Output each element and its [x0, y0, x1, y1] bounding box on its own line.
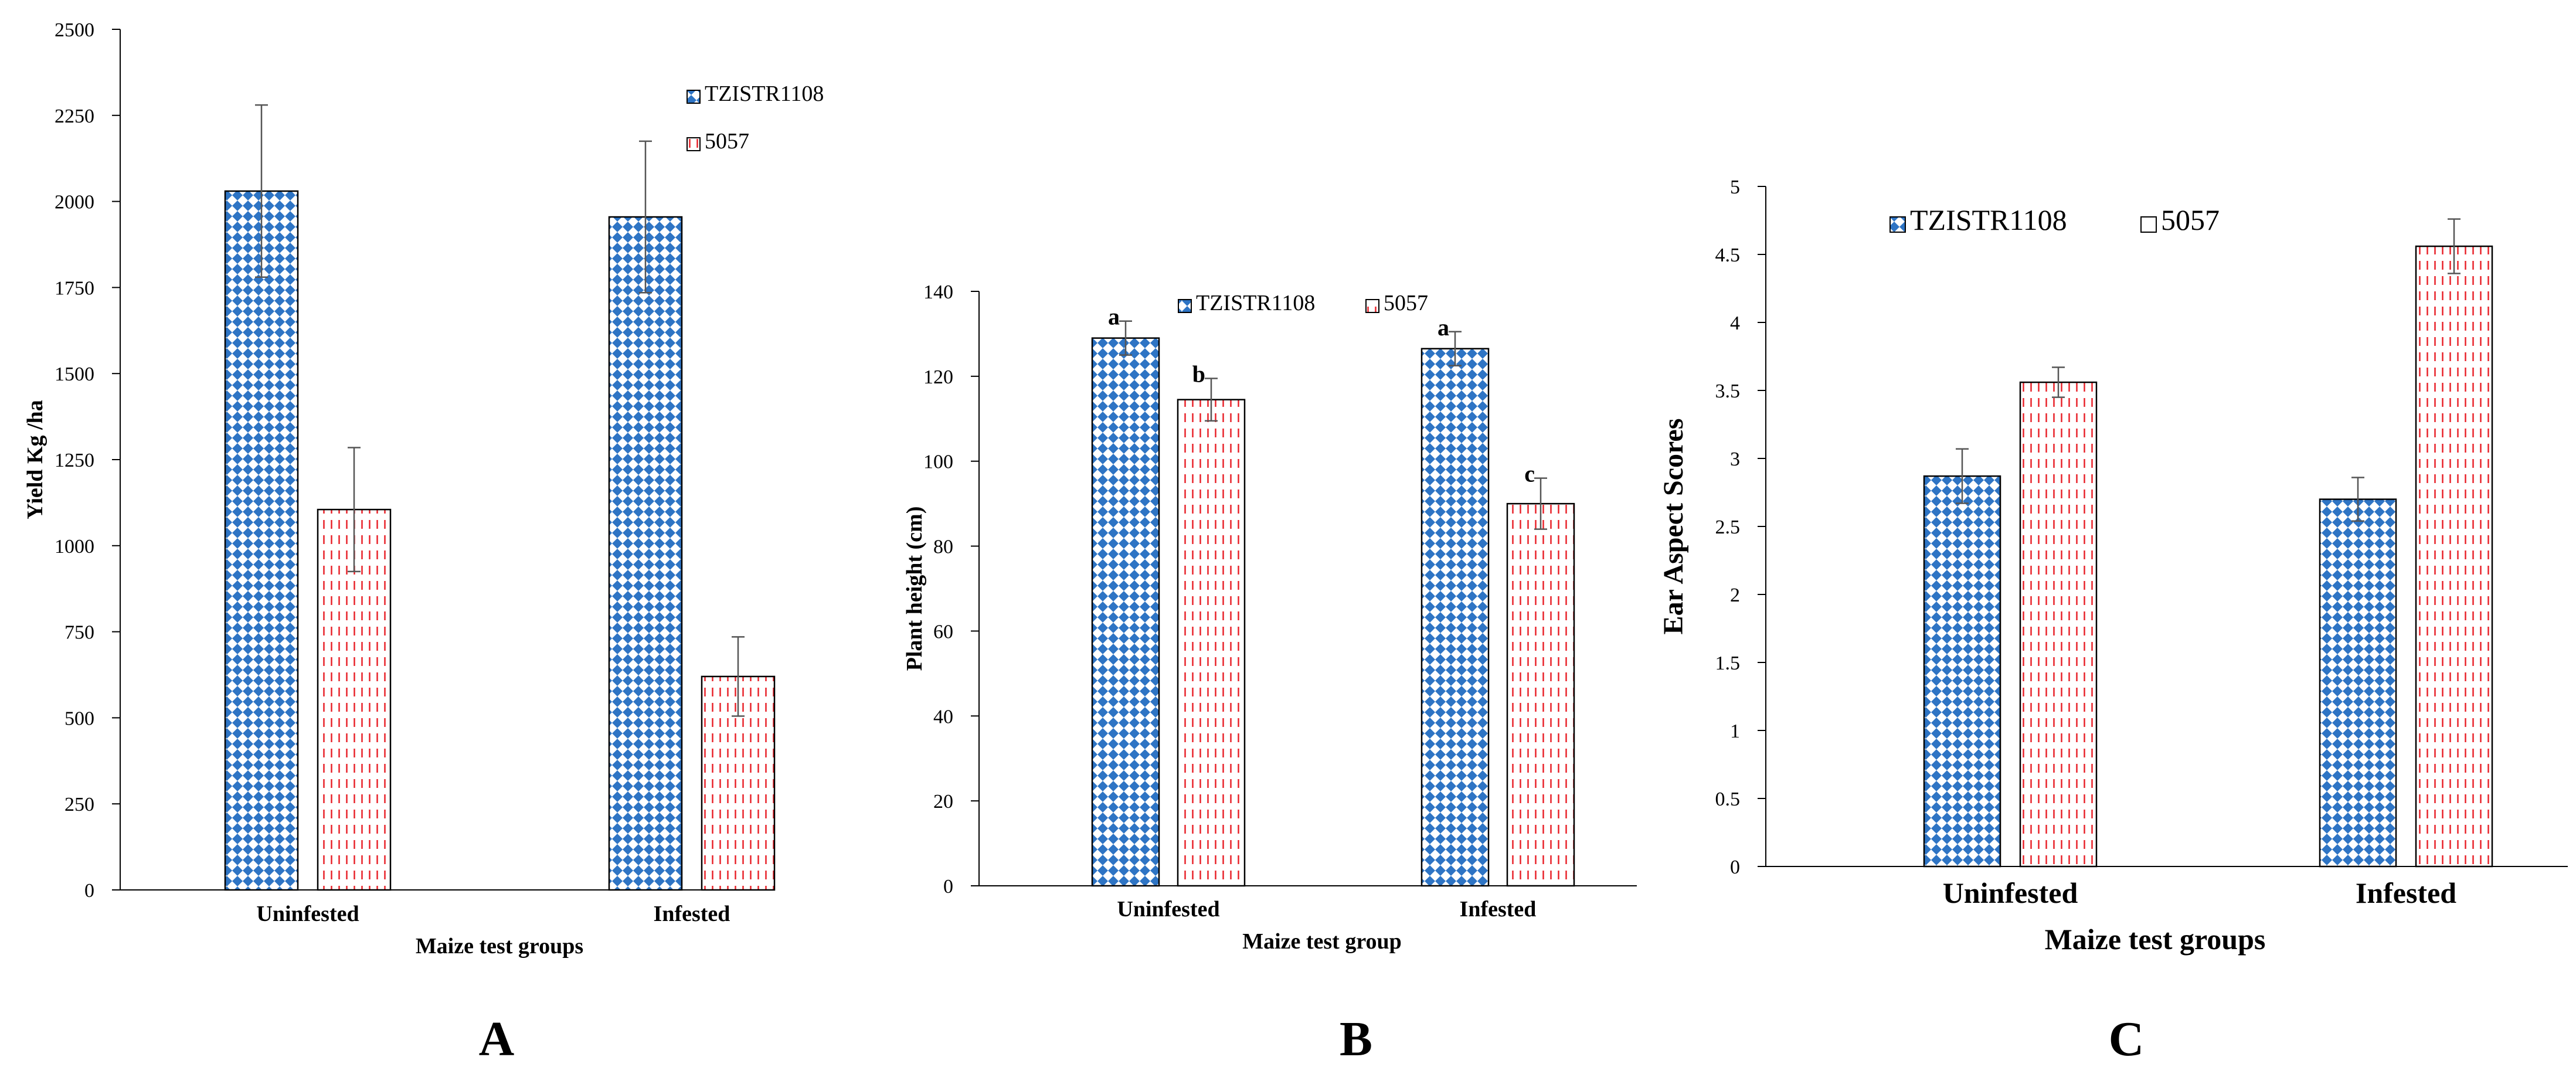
bar-tzistr1108-infested — [1420, 348, 1490, 887]
x-category-label: Infested — [654, 902, 730, 926]
y-tick-label: 60 — [933, 621, 953, 643]
legend-swatch-5057 — [1365, 299, 1379, 313]
legend: TZISTR1108 5057 — [687, 81, 824, 154]
y-tick-label: 1750 — [55, 277, 94, 299]
bar-tzistr1108-infested — [608, 216, 683, 891]
legend-label: TZISTR1108 — [1196, 291, 1315, 315]
y-tick-label: 2250 — [55, 106, 94, 127]
legend-swatch-tzistr1108 — [1889, 216, 1906, 233]
significance-letter: a — [1108, 304, 1120, 330]
bar-tzistr1108-uninfested — [224, 190, 299, 891]
y-tick-label: 4 — [1730, 312, 1740, 334]
y-tick-label: 500 — [64, 708, 94, 729]
y-tick-label: 40 — [933, 706, 953, 728]
y-tick-label: 2 — [1730, 584, 1740, 606]
y-tick-label: 1.5 — [1715, 652, 1741, 674]
y-tick-label: 100 — [923, 451, 953, 473]
y-tick-label: 0 — [84, 880, 94, 902]
bar-5057-uninfested — [317, 508, 392, 891]
y-tick-label: 5 — [1730, 176, 1740, 198]
bar-5057-infested — [2415, 245, 2493, 868]
y-tick-label: 750 — [64, 622, 94, 644]
y-tick-label: 80 — [933, 536, 953, 558]
legend-swatch-5057 — [687, 137, 701, 151]
legend-label: 5057 — [705, 129, 749, 154]
y-tick-label: 20 — [933, 791, 953, 813]
y-tick-label: 1 — [1730, 720, 1740, 742]
chart-panel-C: 0 0.5 1 1.5 2 2.5 3 3.5 4 4.5 5 Ear Aspect Scores Un… — [1658, 176, 2568, 1066]
significance-letter: a — [1437, 314, 1449, 341]
y-tick-label: 250 — [64, 794, 94, 815]
y-tick-label: 0 — [943, 876, 953, 898]
bar-tzistr1108-infested — [2319, 498, 2397, 868]
legend-label: TZISTR1108 — [1910, 203, 2067, 236]
y-tick-label: 3 — [1730, 448, 1740, 470]
legend-label: 5057 — [1384, 291, 1428, 315]
legend-swatch-tzistr1108 — [687, 90, 701, 104]
x-category-label: Uninfested — [256, 902, 359, 926]
x-axis-title: Maize test groups — [2045, 923, 2266, 956]
legend-swatch-5057 — [2140, 216, 2157, 233]
legend: TZISTR1108 5057 — [1889, 203, 2220, 236]
x-axis-title: Maize test group — [1242, 929, 1402, 954]
bar-tzistr1108-uninfested — [1923, 475, 2001, 868]
y-tick-label: 2000 — [55, 192, 94, 213]
y-tick-label: 0 — [1730, 857, 1740, 878]
panel-label: C — [2109, 1012, 2145, 1066]
x-category-label: Infested — [1460, 897, 1537, 922]
panel-label: B — [1340, 1012, 1372, 1066]
y-tick-label: 1250 — [55, 450, 94, 471]
y-tick-label: 1000 — [55, 536, 94, 558]
y-tick-label: 2500 — [55, 19, 94, 41]
legend-label: TZISTR1108 — [705, 81, 824, 106]
x-axis-title: Maize test groups — [416, 934, 583, 959]
y-tick-label: 0.5 — [1715, 788, 1741, 810]
bar-5057-infested — [1506, 502, 1575, 887]
bar-5057-uninfested — [1177, 399, 1246, 887]
y-tick-label: 140 — [923, 281, 953, 303]
bar-tzistr1108-uninfested — [1091, 337, 1160, 887]
significance-letter: b — [1192, 361, 1205, 387]
bar-5057-uninfested — [2019, 381, 2098, 868]
chart-panel-A: 0 250 500 750 1000 1250 1500 1750 2000 2250 2500 Yi… — [23, 19, 824, 1066]
y-tick-label: 120 — [923, 366, 953, 388]
chart-panel-B: 0 20 40 60 80 100 120 140 Plant height (cm) a b Uni… — [902, 281, 1637, 1066]
y-tick-label: 2.5 — [1715, 516, 1741, 538]
y-axis-title: Yield Kg /ha — [23, 400, 47, 519]
legend-swatch-tzistr1108 — [1178, 299, 1192, 313]
legend: TZISTR1108 5057 — [1178, 291, 1428, 315]
x-category-label: Infested — [2356, 876, 2456, 909]
legend-label: 5057 — [2161, 203, 2220, 236]
significance-letter: c — [1524, 461, 1535, 487]
y-tick-label: 4.5 — [1715, 244, 1741, 266]
x-category-label: Uninfested — [1943, 876, 2078, 909]
x-category-label: Uninfested — [1117, 897, 1219, 922]
y-tick-label: 1500 — [55, 363, 94, 385]
panel-label: A — [479, 1012, 515, 1066]
y-axis-title: Ear Aspect Scores — [1658, 419, 1689, 635]
y-axis-title: Plant height (cm) — [902, 507, 927, 671]
y-tick-label: 3.5 — [1715, 380, 1741, 402]
